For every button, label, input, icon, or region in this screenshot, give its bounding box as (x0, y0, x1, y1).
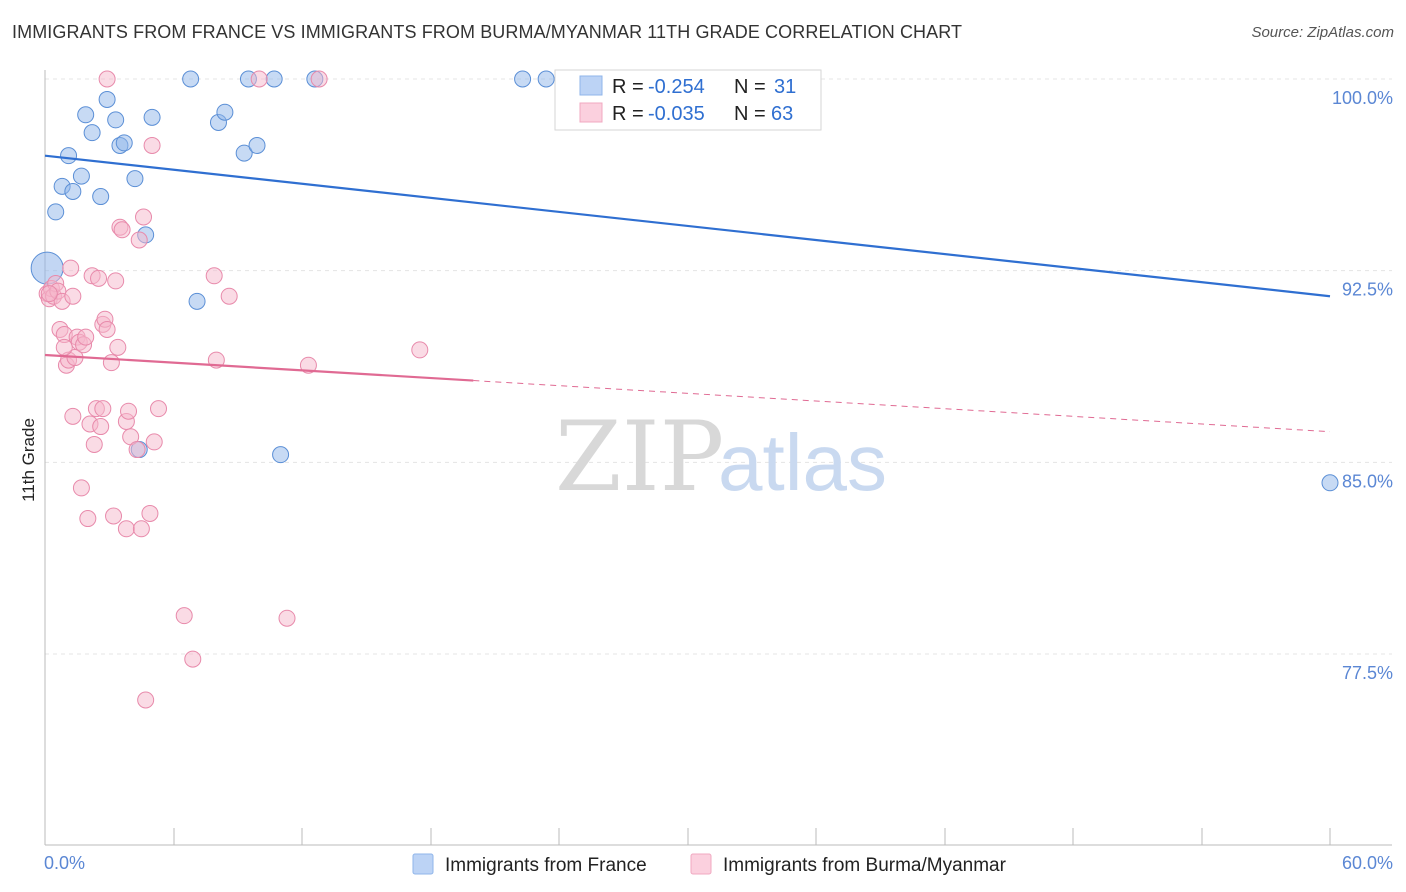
bottom-legend-swatch-burma (690, 853, 712, 875)
france-point (72, 167, 90, 185)
burma-point (310, 70, 328, 88)
france-point (248, 136, 266, 154)
burma-point (220, 287, 238, 305)
burma-point (90, 269, 108, 287)
france-point (537, 70, 555, 88)
axes (44, 70, 1392, 846)
france-point (216, 103, 234, 121)
y-tick-labels: 77.5% 85.0% 92.5% 100.0% (1332, 88, 1393, 683)
burma-point (141, 504, 159, 522)
watermark-zip: ZIP (555, 401, 724, 513)
france-point (514, 70, 532, 88)
burma-point (132, 520, 150, 538)
data-points (30, 70, 1339, 709)
y-tick-label-1: 85.0% (1342, 471, 1393, 491)
y-tick-label-3: 100.0% (1332, 88, 1393, 108)
y-tick-label-2: 92.5% (1342, 280, 1393, 300)
burma-point (64, 287, 82, 305)
burma-point (145, 433, 163, 451)
burma-point (120, 402, 138, 420)
burma-point (64, 407, 82, 425)
bottom-legend: Immigrants from France Immigrants from B… (412, 853, 1007, 876)
france-point (115, 134, 133, 152)
burma-point (113, 221, 131, 239)
trend-lines (44, 154, 1331, 433)
burma-point (128, 441, 146, 459)
chart-title: IMMIGRANTS FROM FRANCE VS IMMIGRANTS FRO… (12, 22, 963, 42)
legend-r-value-france: -0.254 (648, 76, 705, 98)
bottom-legend-label-burma: Immigrants from Burma/Myanmar (723, 855, 1007, 876)
france-point (47, 203, 65, 221)
burma-point (55, 338, 73, 356)
burma-trend-line (44, 353, 474, 382)
burma-point (143, 136, 161, 154)
burma-point (94, 400, 112, 418)
burma-point (278, 609, 296, 627)
burma-trend-line-extension (473, 380, 1331, 433)
france-point (92, 188, 110, 206)
legend-box: R = -0.254 N = 31 R = -0.035 N = 63 (554, 69, 822, 131)
burma-point (137, 691, 155, 709)
france-point (188, 292, 206, 310)
burma-point (92, 418, 110, 436)
watermark: ZIP atlas (555, 401, 887, 513)
legend-n-value-france: 31 (774, 76, 796, 98)
france-point (143, 108, 161, 126)
burma-point (85, 435, 103, 453)
france-point (126, 170, 144, 188)
burma-point (117, 520, 135, 538)
france-point (107, 111, 125, 129)
france-point (64, 182, 82, 200)
france-point (265, 70, 283, 88)
burma-point (184, 650, 202, 668)
burma-point (105, 507, 123, 525)
burma-point (205, 267, 223, 285)
france-point (272, 446, 290, 464)
bottom-legend-label-france: Immigrants from France (445, 855, 647, 876)
burma-point (175, 607, 193, 625)
burma-point (411, 341, 429, 359)
x-tick-label-0: 0.0% (44, 853, 85, 873)
france-point (235, 144, 253, 162)
burma-point (150, 400, 168, 418)
burma-point (77, 328, 95, 346)
legend-r-label-france: R = (612, 76, 644, 98)
legend-n-label-burma: N = (734, 103, 766, 125)
legend-n-value-burma: 63 (771, 103, 793, 125)
y-axis-label: 11th Grade (19, 418, 38, 502)
burma-point (109, 338, 127, 356)
burma-point (98, 320, 116, 338)
x-tick-labels: 0.0% 60.0% (44, 853, 1393, 873)
france-point (182, 70, 200, 88)
burma-point (40, 285, 58, 303)
france-point (83, 124, 101, 142)
france-point (98, 90, 116, 108)
watermark-atlas: atlas (718, 418, 887, 507)
france-point (60, 147, 78, 165)
burma-point (79, 510, 97, 528)
burma-point (299, 356, 317, 374)
source-label: Source: ZipAtlas.com (1251, 24, 1394, 41)
france-point (77, 106, 95, 124)
x-tick-label-1: 60.0% (1342, 853, 1393, 873)
legend-r-value-burma: -0.035 (648, 103, 705, 125)
france-point (1321, 474, 1339, 492)
y-tick-label-0: 77.5% (1342, 663, 1393, 683)
burma-point (130, 231, 148, 249)
legend-swatch-france (579, 75, 603, 96)
burma-point (107, 272, 125, 290)
burma-point (62, 259, 80, 277)
burma-point (135, 208, 153, 226)
france-trend-line (44, 154, 1331, 298)
burma-point (98, 70, 116, 88)
legend-r-label-burma: R = (612, 103, 644, 125)
legend-swatch-burma (579, 102, 603, 123)
burma-point (102, 354, 120, 372)
bottom-legend-swatch-france (412, 853, 434, 875)
burma-point (250, 70, 268, 88)
legend-n-label-france: N = (734, 76, 766, 98)
burma-point (72, 479, 90, 497)
